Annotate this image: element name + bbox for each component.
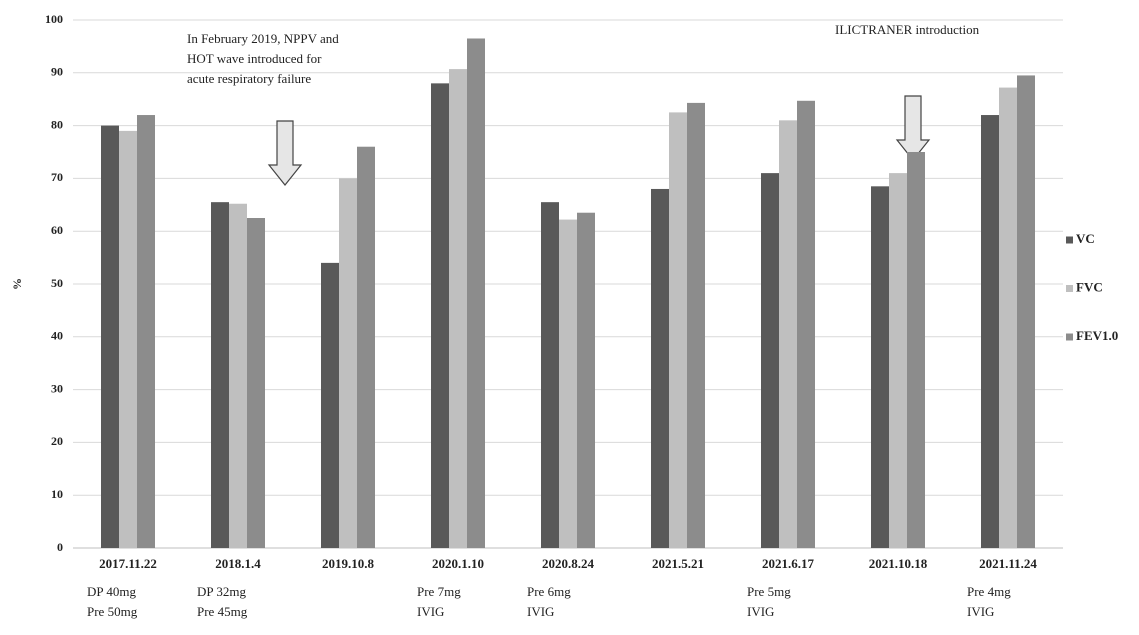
category-note: Pre 50mg xyxy=(87,604,138,619)
y-tick-label: 70 xyxy=(51,170,63,184)
legend-label: VC xyxy=(1076,231,1095,246)
bar xyxy=(211,202,229,548)
annotation: acute respiratory failure xyxy=(187,71,311,86)
bar xyxy=(779,120,797,548)
y-tick-label: 80 xyxy=(51,117,63,131)
y-tick-label: 100 xyxy=(45,12,63,26)
y-tick-label: 40 xyxy=(51,329,63,343)
bar xyxy=(137,115,155,548)
x-tick-label: 2017.11.22 xyxy=(99,556,157,571)
category-note: Pre 6mg xyxy=(527,584,571,599)
category-note: IVIG xyxy=(967,604,994,619)
x-tick-label: 2020.8.24 xyxy=(542,556,595,571)
legend-swatch xyxy=(1066,236,1073,244)
bar xyxy=(101,125,119,548)
bar xyxy=(651,188,669,548)
y-tick-label: 50 xyxy=(51,276,63,290)
legend-swatch xyxy=(1066,333,1073,341)
y-tick-label: 0 xyxy=(57,540,63,554)
bar xyxy=(559,219,577,549)
x-tick-label: 2019.10.8 xyxy=(322,556,375,571)
bar xyxy=(907,152,925,548)
bar xyxy=(339,178,357,548)
arrow xyxy=(267,120,303,186)
x-tick-label: 2020.1.10 xyxy=(432,556,484,571)
legend-swatch xyxy=(1066,285,1073,292)
category-note: Pre 45mg xyxy=(197,604,248,619)
bar xyxy=(577,212,595,548)
bar xyxy=(999,87,1017,549)
y-axis-label: % xyxy=(10,278,24,290)
bar xyxy=(889,173,907,548)
x-tick-label: 2021.5.21 xyxy=(652,556,704,571)
bar xyxy=(247,218,265,548)
x-tick-label: 2018.1.4 xyxy=(215,556,261,571)
annotation: HOT wave introduced for xyxy=(187,51,322,66)
category-note: DP 40mg xyxy=(87,584,136,599)
bar xyxy=(449,69,467,548)
legend-label: FEV1.0 xyxy=(1076,328,1118,343)
arrow xyxy=(895,95,931,161)
bar xyxy=(871,186,889,548)
bar xyxy=(321,262,339,548)
bar xyxy=(687,102,705,549)
category-note: IVIG xyxy=(417,604,444,619)
bar xyxy=(431,83,449,549)
bar xyxy=(357,146,375,548)
bar xyxy=(119,130,137,548)
category-note: DP 32mg xyxy=(197,584,246,599)
x-tick-label: 2021.11.24 xyxy=(979,556,1037,571)
category-note: Pre 4mg xyxy=(967,584,1011,599)
y-tick-label: 20 xyxy=(51,434,63,448)
category-note: IVIG xyxy=(747,604,774,619)
bar xyxy=(229,203,247,548)
bar xyxy=(1017,75,1035,548)
annotation: In February 2019, NPPV and xyxy=(187,31,339,46)
category-note: Pre 5mg xyxy=(747,584,791,599)
bar xyxy=(467,38,485,548)
bar xyxy=(761,173,779,548)
bar xyxy=(981,115,999,548)
category-note: Pre 7mg xyxy=(417,584,461,599)
bar xyxy=(797,100,815,548)
x-tick-label: 2021.6.17 xyxy=(762,556,815,571)
bar xyxy=(541,202,559,548)
bar xyxy=(669,112,687,549)
y-tick-label: 10 xyxy=(51,487,63,501)
legend-label: FVC xyxy=(1076,279,1103,294)
annotation: ILICTRANER introduction xyxy=(835,22,980,37)
y-tick-label: 30 xyxy=(51,381,63,395)
x-tick-label: 2021.10.18 xyxy=(869,556,928,571)
y-tick-label: 60 xyxy=(51,223,63,237)
category-note: IVIG xyxy=(527,604,554,619)
y-tick-label: 90 xyxy=(51,65,63,79)
